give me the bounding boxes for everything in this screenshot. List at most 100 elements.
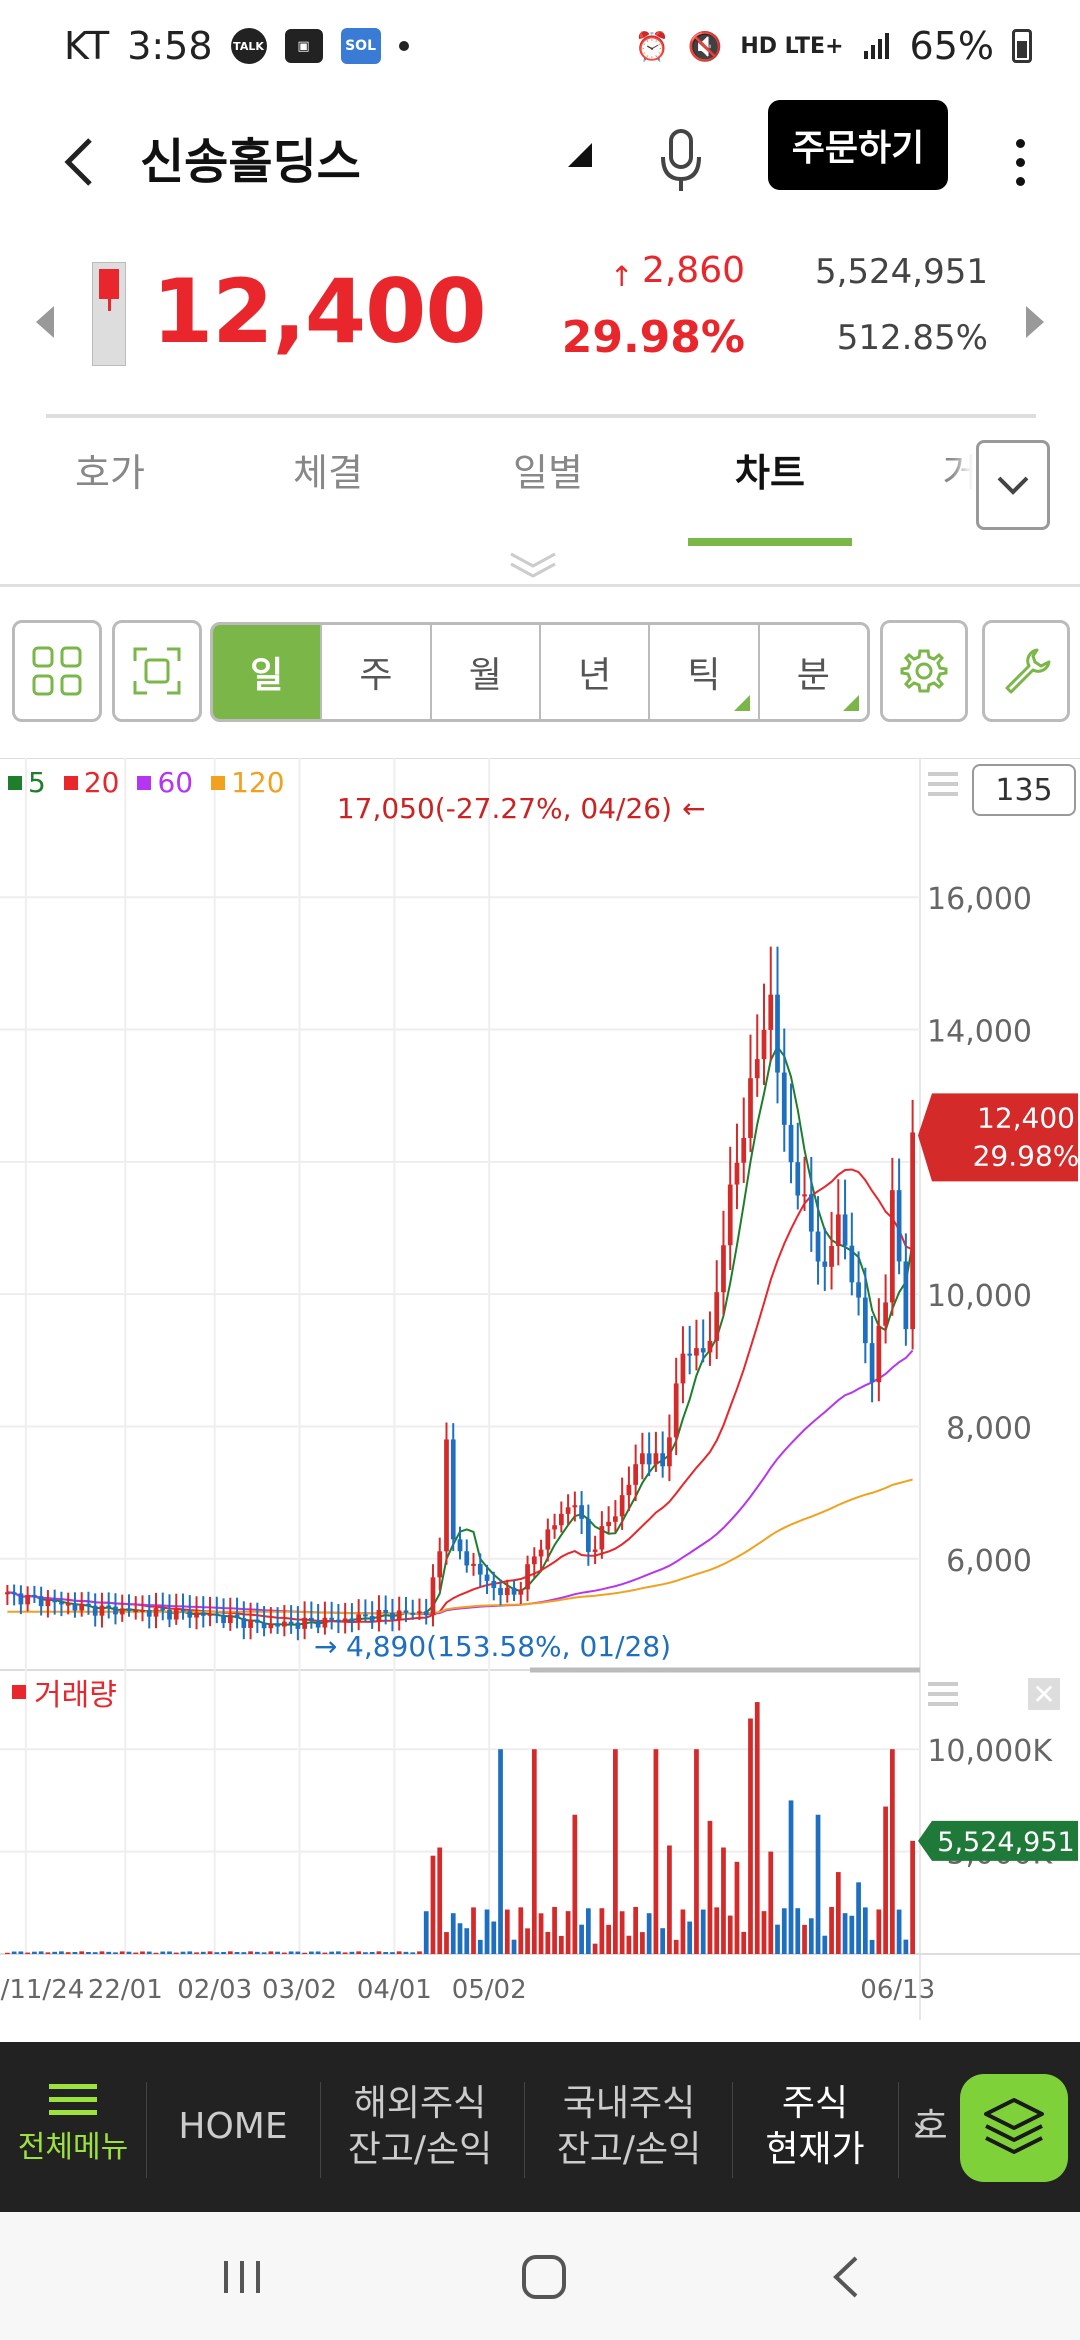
volume-bar [572, 1814, 578, 1954]
candle [396, 1596, 402, 1631]
nav-domestic-balance[interactable]: 국내주식 잔고/손익 [556, 2083, 702, 2170]
back-button[interactable] [40, 112, 120, 212]
volume-bar [734, 1861, 740, 1954]
period-month[interactable]: 월 [432, 625, 541, 719]
volume-bar [261, 1952, 267, 1954]
volume-bar [613, 1749, 618, 1954]
volume-bar [11, 1951, 17, 1954]
volume-bar [667, 1845, 672, 1954]
volume-bar [795, 1908, 801, 1954]
candle [11, 1584, 17, 1606]
candle [862, 1267, 868, 1364]
chart-settings-button[interactable] [880, 620, 968, 722]
period-year[interactable]: 년 [541, 625, 651, 719]
tab-orderbook[interactable]: 호가 [75, 451, 145, 495]
candle [423, 1598, 429, 1625]
volume-bar [268, 1951, 274, 1954]
candle [896, 1158, 902, 1275]
candle [403, 1596, 409, 1623]
volume-bar [471, 1907, 476, 1954]
candle [268, 1607, 274, 1634]
volume-panel-menu-icon[interactable] [928, 1682, 958, 1712]
chart-legend: 5 20 60 120 [8, 766, 285, 799]
current-volume-tag: 5,524,951 [918, 1820, 1078, 1861]
chart-toolbar: 일 주 월 년 틱 분 [0, 612, 1080, 732]
period-count-input[interactable]: 135 [972, 764, 1076, 816]
candle [856, 1251, 861, 1316]
stock-dropdown-icon[interactable] [568, 143, 592, 167]
candle [221, 1598, 226, 1629]
close-volume-panel-icon[interactable]: ✕ [1028, 1678, 1060, 1711]
nav-overseas-balance[interactable]: 해외주식 잔고/손익 [347, 2083, 493, 2170]
nav-item-partial[interactable]: 호 [914, 2106, 948, 2147]
tab-daily[interactable]: 일별 [513, 451, 583, 495]
candle [910, 1099, 915, 1350]
volume-bar [565, 1911, 571, 1954]
candle [430, 1564, 436, 1627]
tab-more-partial[interactable]: 거 [942, 451, 978, 495]
volume-bar [227, 1951, 233, 1954]
price-tag-percent: 29.98% [973, 1139, 1080, 1172]
back-nav-button[interactable] [806, 2242, 886, 2312]
volume-bar [491, 1921, 497, 1954]
stock-chart[interactable]: 16,00014,00012,00010,0008,0006,00010,000… [0, 758, 1080, 2020]
chevron-right-icon[interactable]: › [912, 2108, 927, 2149]
order-button[interactable]: 주문하기 [768, 100, 948, 190]
stock-name[interactable]: 신송홀딩스 [140, 134, 361, 190]
nav-home[interactable]: HOME [178, 2106, 288, 2147]
volume-bar [788, 1800, 794, 1954]
active-tab-indicator [688, 538, 852, 546]
candle [545, 1518, 551, 1562]
indicator-menu-button[interactable] [12, 620, 102, 722]
current-price: 12,400 [152, 260, 487, 363]
volume-ratio: 512.85% [836, 318, 988, 358]
drawing-tools-button[interactable] [982, 620, 1070, 722]
period-tick[interactable]: 틱 [650, 625, 760, 719]
candle [714, 1260, 720, 1360]
chart-canvas[interactable]: 16,00014,00012,00010,0008,0006,00010,000… [0, 758, 1080, 2020]
candle [531, 1547, 537, 1578]
recent-apps-button[interactable] [202, 2242, 282, 2312]
candle [376, 1595, 382, 1632]
next-stock-arrow-icon[interactable] [1020, 292, 1050, 352]
voice-search-button[interactable] [648, 114, 714, 210]
candle [261, 1606, 267, 1637]
volume-bar [288, 1951, 294, 1954]
more-options-button[interactable] [990, 114, 1050, 210]
volume-bar [65, 1952, 71, 1954]
period-selector: 일 주 월 년 틱 분 [210, 622, 870, 722]
candle [329, 1601, 335, 1630]
period-day[interactable]: 일 [213, 625, 323, 719]
tab-executions[interactable]: 체결 [293, 451, 363, 495]
fullscreen-button[interactable] [112, 620, 202, 722]
price-panel-menu-icon[interactable] [928, 772, 958, 802]
arrow-left-icon: ← [682, 792, 705, 825]
home-button[interactable] [504, 2242, 584, 2312]
tabs-expand-button[interactable] [976, 440, 1050, 530]
volume-bar [79, 1951, 85, 1954]
kakaotalk-icon: TALK [230, 28, 267, 64]
volume-bar [653, 1749, 659, 1954]
volume-bar [410, 1952, 416, 1954]
candle [653, 1431, 659, 1472]
prev-stock-arrow-icon[interactable] [30, 292, 60, 352]
candle [626, 1466, 632, 1512]
period-week[interactable]: 주 [322, 625, 432, 719]
candle [342, 1602, 348, 1634]
collapse-chevron-icon[interactable] [505, 548, 561, 584]
candle [802, 1156, 807, 1211]
layers-button[interactable] [960, 2074, 1068, 2182]
tab-chart[interactable]: 차트 [735, 451, 805, 495]
volume-bar [295, 1951, 301, 1954]
battery-percent: 65% [909, 24, 994, 68]
candle [869, 1315, 875, 1403]
volume-bar [336, 1951, 341, 1954]
nav-all-menu[interactable]: 전체메뉴 [0, 2042, 146, 2212]
period-minute[interactable]: 분 [760, 625, 867, 719]
volume-bar [896, 1909, 902, 1954]
candle [552, 1513, 557, 1539]
nav-stock-current-price[interactable]: 주식 현재가 [765, 2083, 865, 2170]
candle [640, 1432, 645, 1480]
volume-bar [180, 1951, 186, 1954]
volume-bar [579, 1924, 584, 1954]
